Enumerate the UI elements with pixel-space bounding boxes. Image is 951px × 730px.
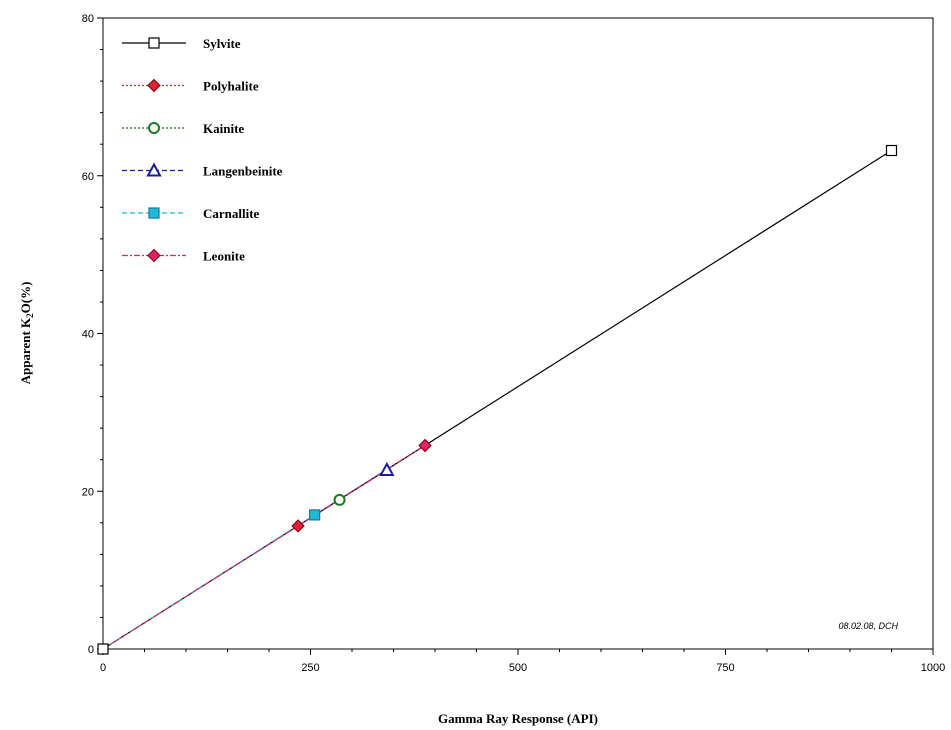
data-point-sylvite xyxy=(885,144,898,157)
legend-label-polyhalite: Polyhalite xyxy=(203,79,259,94)
y-tick-label: 0 xyxy=(88,644,94,656)
y-tick-label: 60 xyxy=(82,171,94,183)
legend-marker-sylvite xyxy=(148,37,160,49)
data-point-kainite xyxy=(333,493,346,506)
legend-marker-carnallite xyxy=(148,207,160,219)
series-markers xyxy=(97,144,898,655)
x-tick-label: 1000 xyxy=(921,662,945,674)
y-axis-title-subscript: 2 xyxy=(25,313,35,318)
series-lines xyxy=(102,150,892,650)
legend-marker-leonite xyxy=(147,248,161,263)
legend-label-langenbeinite: Langenbeinite xyxy=(203,164,283,179)
plot-frame xyxy=(102,17,934,650)
legend: Sylvite Polyhalite Kainite Langenbeinite Car… xyxy=(122,36,283,264)
data-point-langenbeinite xyxy=(379,461,395,476)
x-tick-label: 0 xyxy=(100,662,106,674)
x-axis-title: Gamma Ray Response (API) xyxy=(438,711,598,726)
series-line-leonite xyxy=(102,445,426,650)
y-axis: 0 20 40 60 80 xyxy=(82,13,103,656)
legend-marker-kainite xyxy=(148,122,160,134)
x-tick-label: 250 xyxy=(301,662,319,674)
y-axis-title-main: Apparent K xyxy=(18,317,33,384)
y-tick-label: 80 xyxy=(82,13,94,25)
y-tick-label: 20 xyxy=(82,486,94,498)
legend-label-sylvite: Sylvite xyxy=(203,36,241,51)
y-axis-title: Apparent K2O(%) xyxy=(18,282,35,385)
legend-label-leonite: Leonite xyxy=(203,249,245,264)
x-axis: 0 250 500 750 1000 xyxy=(100,649,945,674)
legend-label-carnallite: Carnallite xyxy=(203,206,260,221)
data-point-carnallite xyxy=(309,509,321,521)
y-axis-title-tail: O(%) xyxy=(18,282,33,314)
x-tick-label: 750 xyxy=(716,662,734,674)
data-point-sylvite xyxy=(97,643,109,655)
y-tick-label: 40 xyxy=(82,329,94,341)
date-stamp: 08.02.08, DCH xyxy=(838,621,898,631)
x-tick-label: 500 xyxy=(509,662,527,674)
legend-marker-polyhalite xyxy=(147,78,161,93)
legend-label-kainite: Kainite xyxy=(203,121,244,136)
data-point-polyhalite xyxy=(291,519,305,533)
legend-marker-langenbeinite xyxy=(146,162,162,177)
data-point-leonite xyxy=(418,438,432,453)
